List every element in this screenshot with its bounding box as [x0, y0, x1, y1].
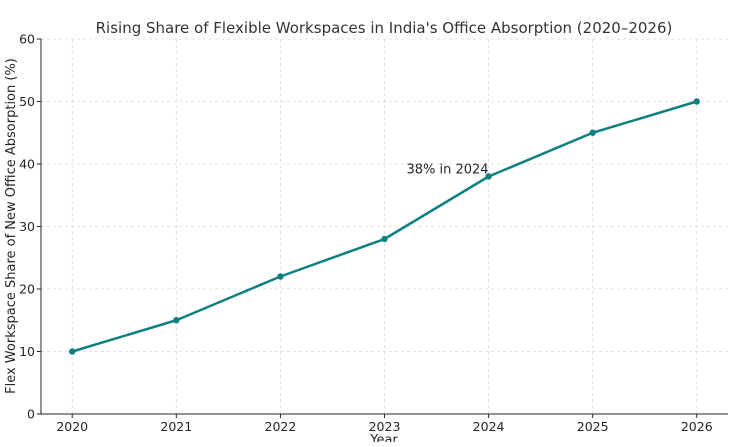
data-point	[589, 129, 596, 136]
x-tick-label: 2023	[369, 419, 401, 434]
y-tick-label: 10	[19, 344, 35, 359]
y-tick-label: 60	[19, 32, 35, 47]
x-axis-label: Year	[369, 433, 398, 442]
data-point	[277, 273, 284, 280]
chart-title: Rising Share of Flexible Workspaces in I…	[96, 19, 673, 37]
y-tick-label: 50	[19, 94, 35, 109]
data-point	[693, 98, 700, 105]
y-tick-label: 0	[27, 407, 35, 422]
data-point	[485, 173, 492, 180]
y-tick-label: 40	[19, 157, 35, 172]
y-axis-label: Flex Workspace Share of New Office Absor…	[4, 58, 19, 394]
grid	[41, 38, 728, 415]
annotation-label: 38% in 2024	[406, 163, 488, 178]
x-tick-label: 2025	[577, 419, 609, 434]
y-tick-label: 30	[19, 219, 35, 234]
x-tick-label: 2021	[160, 419, 192, 434]
data-point	[381, 235, 388, 243]
x-tick-label: 2024	[473, 419, 505, 434]
y-tick-label: 20	[19, 282, 35, 297]
x-tick-label: 2022	[265, 419, 297, 434]
data-point	[173, 317, 180, 324]
x-tick-label: 2020	[56, 419, 88, 434]
axes	[37, 38, 728, 418]
x-tick-label: 2026	[681, 419, 713, 434]
data-point	[69, 348, 76, 355]
tick-labels: 2020 2021 2022 2023 2024 2025 2026 0 10 20 30 40 50 6…	[19, 32, 713, 435]
series	[69, 98, 700, 355]
